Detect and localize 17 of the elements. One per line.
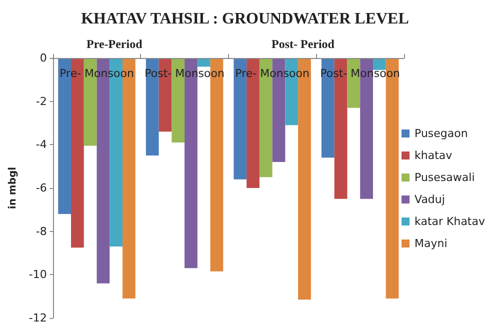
legend-label: Pusegaon [414, 127, 468, 140]
y-tick-label: -10 [28, 268, 47, 282]
legend-label: Vaduj [414, 193, 445, 206]
y-axis-title: in mbgl [8, 166, 18, 210]
text: Post- Period [272, 37, 335, 51]
text: Pre-Period [86, 37, 143, 51]
y-tick-label: -2 [36, 94, 47, 108]
y-tick-label: -8 [36, 224, 47, 238]
legend-label: Pusesawali [414, 171, 475, 184]
y-tick-label: 0 [40, 52, 47, 64]
legend-label: khatav [414, 149, 453, 162]
y-tick-label: -4 [36, 138, 47, 152]
chart-title: KHATAV TAHSIL : GROUNDWATER LEVEL [81, 10, 409, 28]
y-tick-label: -12 [28, 312, 47, 324]
legend-label: Mayni [414, 237, 448, 250]
y-tick-label: -6 [36, 182, 47, 194]
legend-label: katar Khatav [414, 215, 486, 228]
